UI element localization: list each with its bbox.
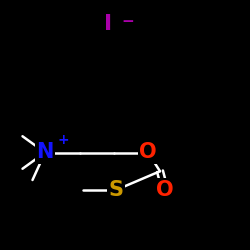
Text: −: − xyxy=(122,14,134,29)
Text: S: S xyxy=(108,180,124,200)
Text: +: + xyxy=(58,134,70,147)
Text: O: O xyxy=(156,180,174,200)
Text: I: I xyxy=(104,14,112,34)
Text: O: O xyxy=(139,142,157,163)
Text: N: N xyxy=(36,142,54,163)
